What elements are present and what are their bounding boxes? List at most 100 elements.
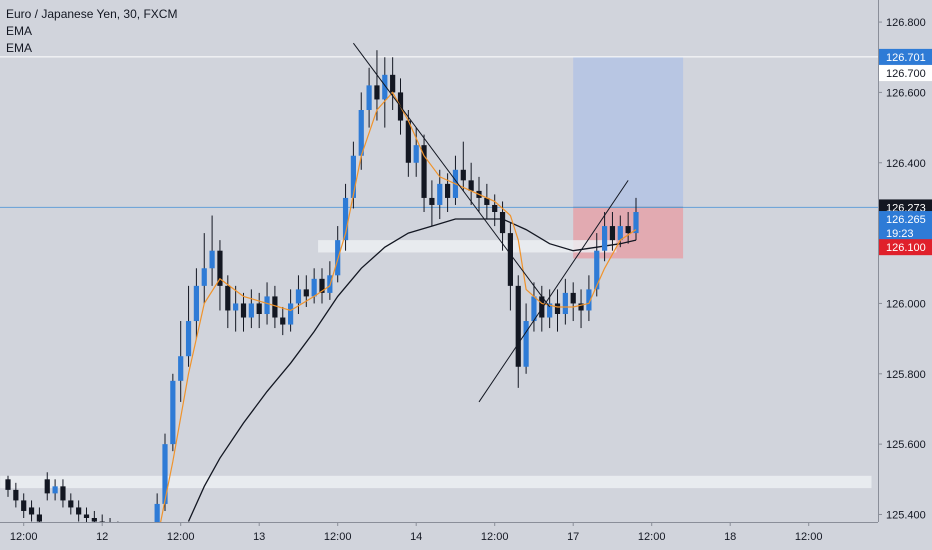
- candle[interactable]: [209, 215, 215, 286]
- time-tick-label: 12:00: [481, 531, 509, 543]
- candle-body: [445, 183, 451, 198]
- candle[interactable]: [531, 282, 537, 332]
- price-badge-blue[interactable]: [879, 225, 932, 242]
- candle[interactable]: [523, 303, 529, 374]
- candle[interactable]: [625, 212, 631, 244]
- candle-body: [523, 321, 529, 367]
- candle[interactable]: [554, 289, 561, 332]
- candle[interactable]: [429, 180, 435, 227]
- candle-body: [303, 289, 309, 297]
- price-tick-label: 126.400: [886, 158, 926, 170]
- candle-body: [570, 292, 576, 304]
- price-tick-label: 125.600: [886, 439, 926, 451]
- time-tick-label: 18: [724, 531, 736, 543]
- candle[interactable]: [68, 493, 74, 515]
- price-badge-red[interactable]: [879, 239, 932, 256]
- candle[interactable]: [256, 292, 262, 329]
- candle[interactable]: [170, 373, 176, 452]
- price-badge-white[interactable]: [879, 65, 932, 82]
- candle[interactable]: [547, 289, 553, 329]
- candle[interactable]: [233, 285, 239, 332]
- trendline-ascending[interactable]: [478, 180, 629, 403]
- candle[interactable]: [499, 201, 506, 251]
- candle-body: [256, 303, 262, 314]
- candle[interactable]: [52, 479, 58, 501]
- time-tick-label: 12:00: [10, 531, 38, 543]
- ema-legend-slow[interactable]: EMA: [6, 41, 33, 55]
- price-badge-label: 126.700: [886, 68, 926, 80]
- candle[interactable]: [507, 222, 513, 311]
- candle-body: [52, 486, 58, 494]
- candle[interactable]: [382, 57, 388, 128]
- candle[interactable]: [633, 197, 639, 241]
- candle[interactable]: [570, 282, 576, 322]
- candle-body: [162, 444, 168, 504]
- candle[interactable]: [295, 275, 302, 314]
- candle[interactable]: [178, 321, 184, 402]
- symbol-title: Euro / Japanese Yen, 30, FXCM: [6, 7, 178, 21]
- price-badge-blue[interactable]: [879, 48, 932, 65]
- price-badge-label: 19:23: [886, 228, 914, 240]
- candle[interactable]: [201, 233, 207, 304]
- candle[interactable]: [185, 285, 192, 367]
- candle[interactable]: [374, 50, 380, 121]
- candle[interactable]: [280, 306, 286, 336]
- candle-body: [531, 296, 537, 322]
- candle[interactable]: [460, 141, 466, 191]
- candle[interactable]: [484, 183, 490, 220]
- candle[interactable]: [44, 472, 50, 501]
- price-tick-label: 126.000: [886, 298, 926, 310]
- candle-body: [594, 250, 600, 290]
- candle[interactable]: [578, 289, 584, 329]
- candle[interactable]: [193, 268, 199, 339]
- candle[interactable]: [492, 194, 498, 227]
- candle[interactable]: [617, 215, 623, 248]
- ema-legend-fast[interactable]: EMA: [6, 24, 33, 38]
- candle[interactable]: [28, 500, 35, 522]
- time-axis[interactable]: [0, 522, 878, 550]
- candle[interactable]: [468, 162, 474, 205]
- time-tick-label: 12:00: [167, 531, 195, 543]
- time-tick-label: 17: [567, 531, 579, 543]
- candle[interactable]: [13, 482, 19, 508]
- price-axis[interactable]: [878, 0, 932, 550]
- candle[interactable]: [421, 134, 427, 212]
- price-badge-blue[interactable]: [879, 211, 932, 228]
- candle[interactable]: [515, 275, 521, 388]
- candle[interactable]: [60, 479, 66, 508]
- candle[interactable]: [562, 278, 568, 325]
- candle[interactable]: [272, 285, 278, 329]
- candle[interactable]: [240, 292, 247, 332]
- candle[interactable]: [76, 500, 82, 522]
- trendline-descending[interactable]: [352, 42, 551, 308]
- price-badge-label: 126.265: [886, 214, 926, 226]
- candle[interactable]: [413, 127, 419, 177]
- ema-fast-line[interactable]: [156, 91, 637, 540]
- candle[interactable]: [342, 183, 349, 251]
- candle-body: [515, 285, 521, 367]
- candle-body: [562, 292, 568, 314]
- candle[interactable]: [21, 493, 27, 518]
- candle-body: [264, 296, 270, 314]
- candle[interactable]: [602, 212, 608, 262]
- candle[interactable]: [248, 289, 254, 329]
- candle[interactable]: [311, 268, 317, 304]
- candle[interactable]: [586, 275, 592, 322]
- candle-body: [240, 303, 247, 318]
- candle-body: [185, 321, 192, 357]
- candle[interactable]: [609, 212, 616, 251]
- zone-target[interactable]: [573, 56, 684, 208]
- ema-slow-line[interactable]: [187, 218, 637, 522]
- candle[interactable]: [319, 268, 325, 304]
- candle[interactable]: [437, 169, 443, 220]
- zone-support-lower[interactable]: [0, 475, 872, 489]
- candle[interactable]: [390, 57, 396, 110]
- candle[interactable]: [366, 67, 372, 128]
- candle-body: [21, 500, 27, 511]
- candle-body: [421, 145, 427, 198]
- candle-body: [633, 212, 639, 234]
- candle[interactable]: [5, 475, 11, 497]
- candle[interactable]: [217, 240, 223, 311]
